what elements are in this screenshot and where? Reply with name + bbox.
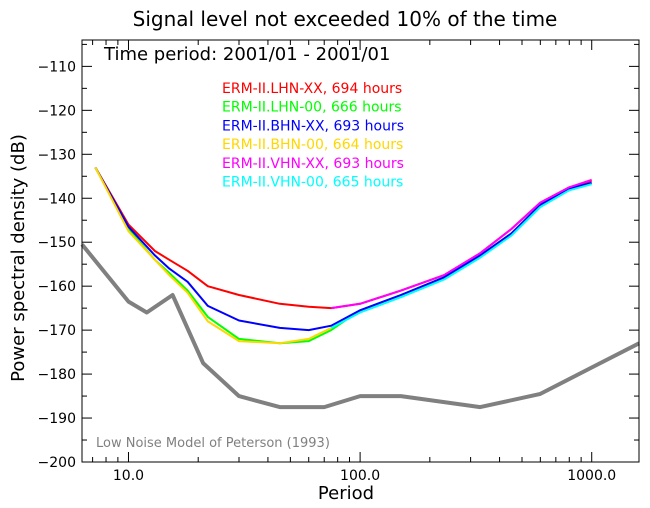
reference-label: Low Noise Model of Peterson (1993) bbox=[96, 436, 330, 451]
legend: ERM-II.LHN-XX, 694 hours ERM-II.LHN-00, 6… bbox=[222, 81, 404, 191]
chart-subtitle: Time period: 2001/01 - 2001/01 bbox=[103, 44, 390, 65]
x-axis-label: Period bbox=[318, 483, 374, 504]
reference-line bbox=[80, 243, 640, 410]
y-tick-label: −180 bbox=[38, 367, 76, 383]
y-tick-label: −120 bbox=[38, 103, 76, 119]
x-tick-label: 100.0 bbox=[340, 468, 380, 484]
y-tick-label: −130 bbox=[38, 147, 76, 163]
y-tick-label: −160 bbox=[38, 279, 76, 295]
legend-entry: ERM-II.LHN-00, 666 hours bbox=[222, 100, 402, 116]
chart-title: Signal level not exceeded 10% of the tim… bbox=[133, 7, 558, 31]
reference-layer bbox=[80, 243, 640, 410]
series-line bbox=[94, 167, 592, 332]
series-line bbox=[94, 167, 332, 345]
y-tick-label: −190 bbox=[38, 411, 76, 427]
tick-layer: −200 −190 −180 −170 −160 −150 −140 −130 −120 −110… bbox=[38, 40, 639, 484]
y-tick-label: −150 bbox=[38, 235, 76, 251]
legend-entry: ERM-II.BHN-00, 664 hours bbox=[222, 137, 403, 153]
legend-entry: ERM-II.BHN-XX, 693 hours bbox=[222, 118, 404, 134]
legend-entry: ERM-II.VHN-00, 665 hours bbox=[222, 175, 403, 191]
series-line bbox=[330, 183, 592, 329]
legend-entry: ERM-II.LHN-XX, 694 hours bbox=[222, 81, 402, 97]
y-tick-label: −170 bbox=[38, 323, 76, 339]
y-tick-label: −110 bbox=[38, 59, 76, 75]
y-axis-label: Power spectral density (dB) bbox=[8, 134, 29, 382]
x-tick-label: 10.0 bbox=[113, 468, 144, 484]
y-tick-label: −200 bbox=[38, 455, 76, 471]
series-line bbox=[331, 178, 593, 310]
legend-entry: ERM-II.VHN-XX, 693 hours bbox=[222, 156, 404, 172]
plot-frame bbox=[81, 39, 640, 463]
series-layer bbox=[94, 166, 593, 345]
y-tick-label: −140 bbox=[38, 191, 76, 207]
x-tick-label: 1000.0 bbox=[567, 468, 616, 484]
